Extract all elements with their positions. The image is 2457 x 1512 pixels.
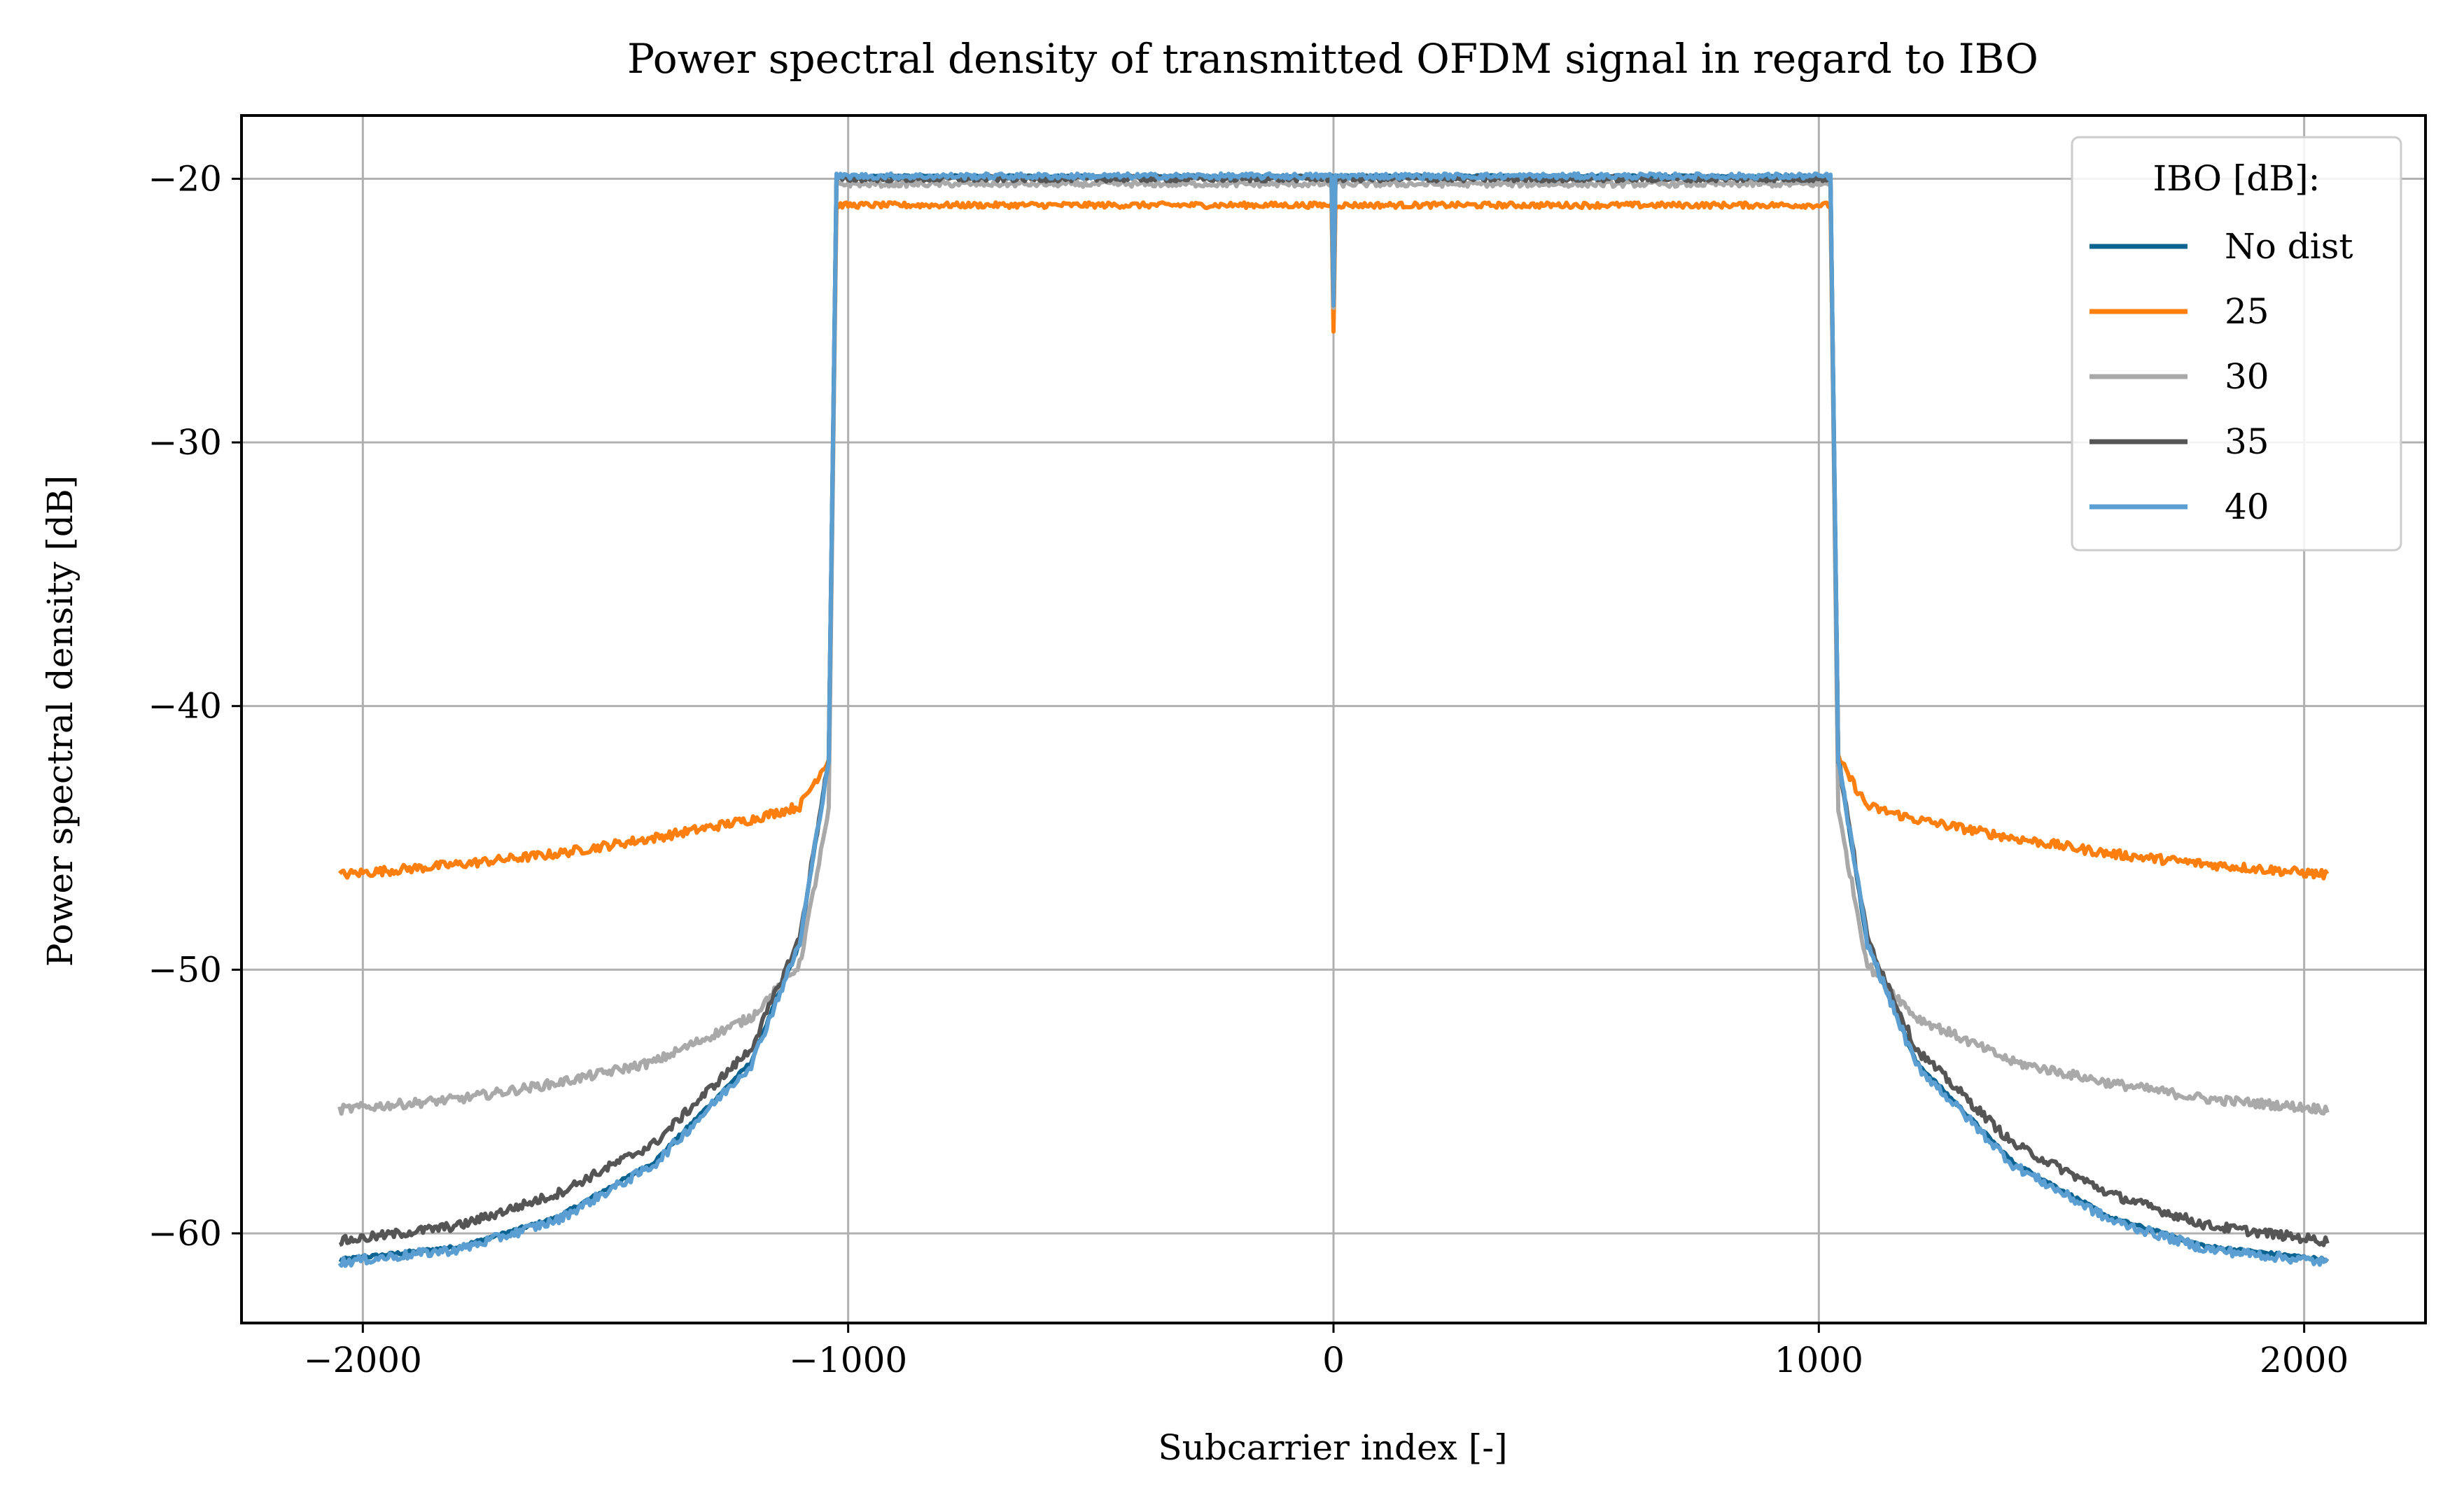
ticks: −2000 −1000 0 1000 2000 −60 −50 −40 −30 −20 [148, 158, 2348, 1380]
y-tick-label: −40 [148, 686, 222, 727]
y-tick-label: −30 [148, 422, 222, 463]
x-tick-label: −1000 [789, 1340, 907, 1380]
legend-title: IBO [dB]: [2153, 158, 2320, 199]
series-line [337, 179, 2330, 1116]
x-tick-label: 1000 [1774, 1340, 1863, 1380]
series-line [337, 200, 2330, 881]
legend-entries: No dist 25 30 35 40 [2090, 226, 2353, 527]
y-tick-label: −50 [148, 949, 222, 990]
legend-label: 25 [2225, 291, 2269, 332]
y-tick-label: −60 [148, 1213, 222, 1254]
series-line [337, 171, 2330, 1268]
x-tick-label: −2000 [304, 1340, 422, 1380]
series-layer [337, 171, 2330, 1268]
chart-title: Power spectral density of transmitted OF… [627, 35, 2038, 83]
x-axis-label: Subcarrier index [-] [1158, 1427, 1507, 1468]
legend: IBO [dB]: No dist 25 30 35 40 [2071, 136, 2402, 552]
legend-label: No dist [2225, 226, 2353, 267]
legend-label: 35 [2225, 421, 2269, 462]
legend-label: 40 [2225, 486, 2269, 527]
legend-box [2071, 136, 2402, 552]
y-tick-label: −20 [148, 158, 222, 199]
y-axis-label: Power spectral density [dB] [40, 475, 80, 967]
x-tick-label: 2000 [2260, 1340, 2348, 1380]
legend-label: 30 [2225, 356, 2269, 397]
x-tick-label: 0 [1322, 1340, 1345, 1380]
